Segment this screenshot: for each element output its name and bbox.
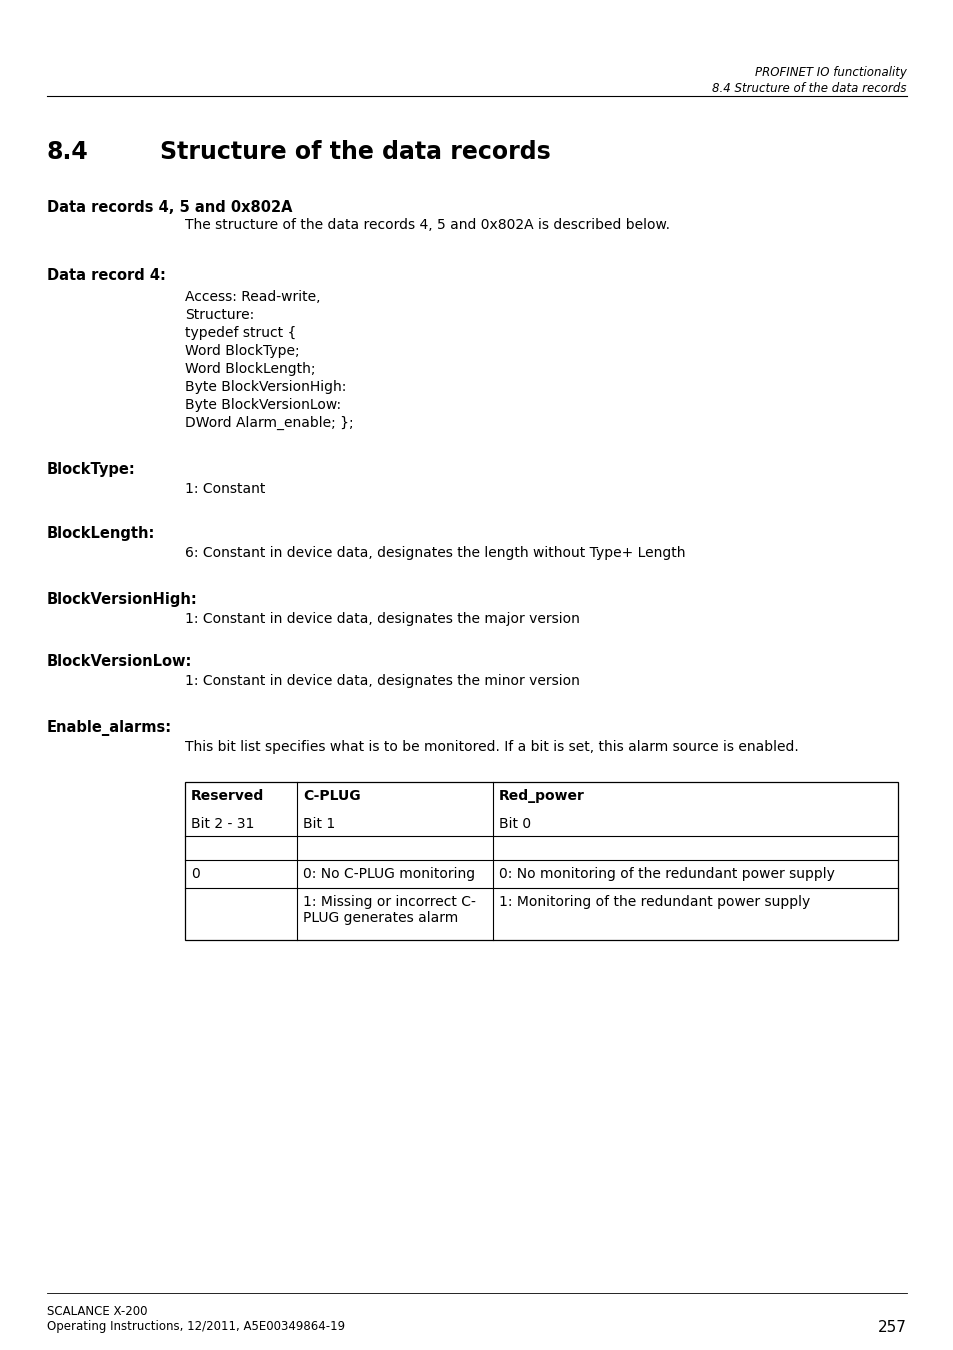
Text: Bit 1: Bit 1 <box>303 817 335 832</box>
Text: Word BlockType;: Word BlockType; <box>185 344 299 358</box>
Text: PROFINET IO functionality: PROFINET IO functionality <box>755 66 906 80</box>
Text: BlockType:: BlockType: <box>47 462 135 477</box>
Text: Bit 2 - 31: Bit 2 - 31 <box>191 817 254 832</box>
Bar <box>185 782 897 940</box>
Text: 6: Constant in device data, designates the length without Type+ Length: 6: Constant in device data, designates t… <box>185 545 685 560</box>
Text: BlockVersionHigh:: BlockVersionHigh: <box>47 593 197 608</box>
Text: Reserved: Reserved <box>191 788 264 803</box>
Text: BlockLength:: BlockLength: <box>47 526 155 541</box>
Text: 0: 0 <box>191 867 199 882</box>
Text: This bit list specifies what is to be monitored. If a bit is set, this alarm sou: This bit list specifies what is to be mo… <box>185 740 798 755</box>
Text: The structure of the data records 4, 5 and 0x802A is described below.: The structure of the data records 4, 5 a… <box>185 217 669 232</box>
Text: SCALANCE X-200: SCALANCE X-200 <box>47 1305 148 1318</box>
Text: Operating Instructions, 12/2011, A5E00349864-19: Operating Instructions, 12/2011, A5E0034… <box>47 1320 345 1332</box>
Text: 8.4: 8.4 <box>47 140 89 163</box>
Text: 1: Constant: 1: Constant <box>185 482 265 495</box>
Text: Data record 4:: Data record 4: <box>47 269 166 284</box>
Text: 257: 257 <box>877 1320 906 1335</box>
Text: 8.4 Structure of the data records: 8.4 Structure of the data records <box>712 82 906 94</box>
Text: Word BlockLength;: Word BlockLength; <box>185 362 315 377</box>
Text: Access: Read-write,: Access: Read-write, <box>185 290 320 304</box>
Text: 0: No C-PLUG monitoring: 0: No C-PLUG monitoring <box>303 867 475 882</box>
Text: 1: Missing or incorrect C-
PLUG generates alarm: 1: Missing or incorrect C- PLUG generate… <box>303 895 476 925</box>
Text: Data records 4, 5 and 0x802A: Data records 4, 5 and 0x802A <box>47 200 293 215</box>
Text: Red_power: Red_power <box>498 788 584 803</box>
Text: 1: Constant in device data, designates the major version: 1: Constant in device data, designates t… <box>185 612 579 626</box>
Text: Structure of the data records: Structure of the data records <box>160 140 550 163</box>
Text: 1: Constant in device data, designates the minor version: 1: Constant in device data, designates t… <box>185 674 579 688</box>
Text: Byte BlockVersionLow:: Byte BlockVersionLow: <box>185 398 341 412</box>
Text: Enable_alarms:: Enable_alarms: <box>47 720 172 736</box>
Text: Bit 0: Bit 0 <box>498 817 531 832</box>
Text: DWord Alarm_enable; };: DWord Alarm_enable; }; <box>185 416 354 431</box>
Text: BlockVersionLow:: BlockVersionLow: <box>47 653 193 670</box>
Text: Byte BlockVersionHigh:: Byte BlockVersionHigh: <box>185 379 346 394</box>
Text: 0: No monitoring of the redundant power supply: 0: No monitoring of the redundant power … <box>498 867 834 882</box>
Text: Structure:: Structure: <box>185 308 254 323</box>
Text: C-PLUG: C-PLUG <box>303 788 360 803</box>
Text: typedef struct {: typedef struct { <box>185 325 296 340</box>
Text: 1: Monitoring of the redundant power supply: 1: Monitoring of the redundant power sup… <box>498 895 809 909</box>
